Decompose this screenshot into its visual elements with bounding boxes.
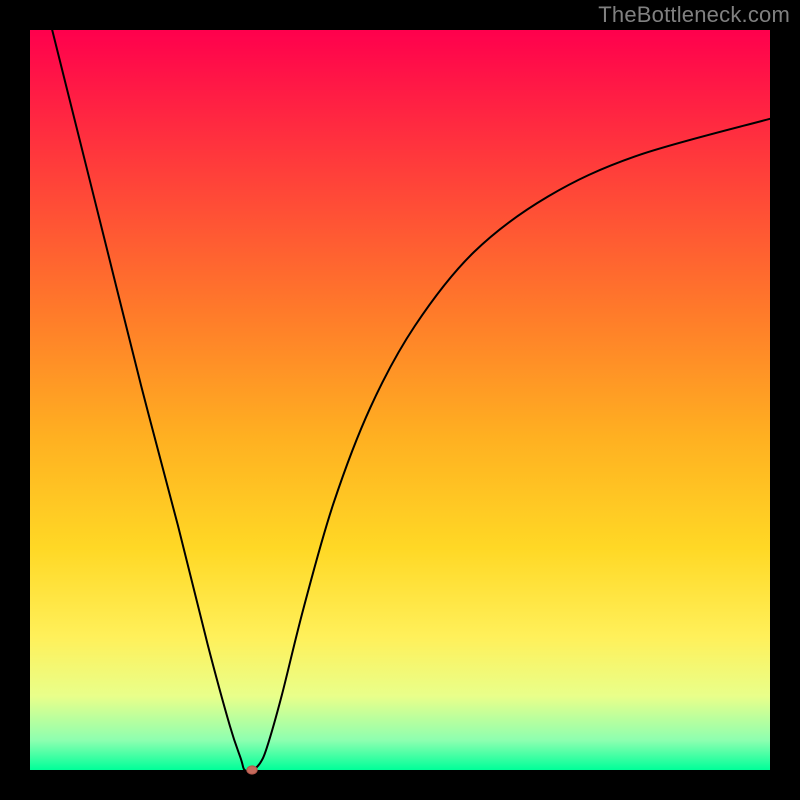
chart-container: TheBottleneck.com: [0, 0, 800, 800]
plot-area: [30, 30, 770, 770]
chart-svg: [0, 0, 800, 800]
optimal-point-marker: [247, 766, 257, 774]
watermark-text: TheBottleneck.com: [598, 2, 790, 28]
